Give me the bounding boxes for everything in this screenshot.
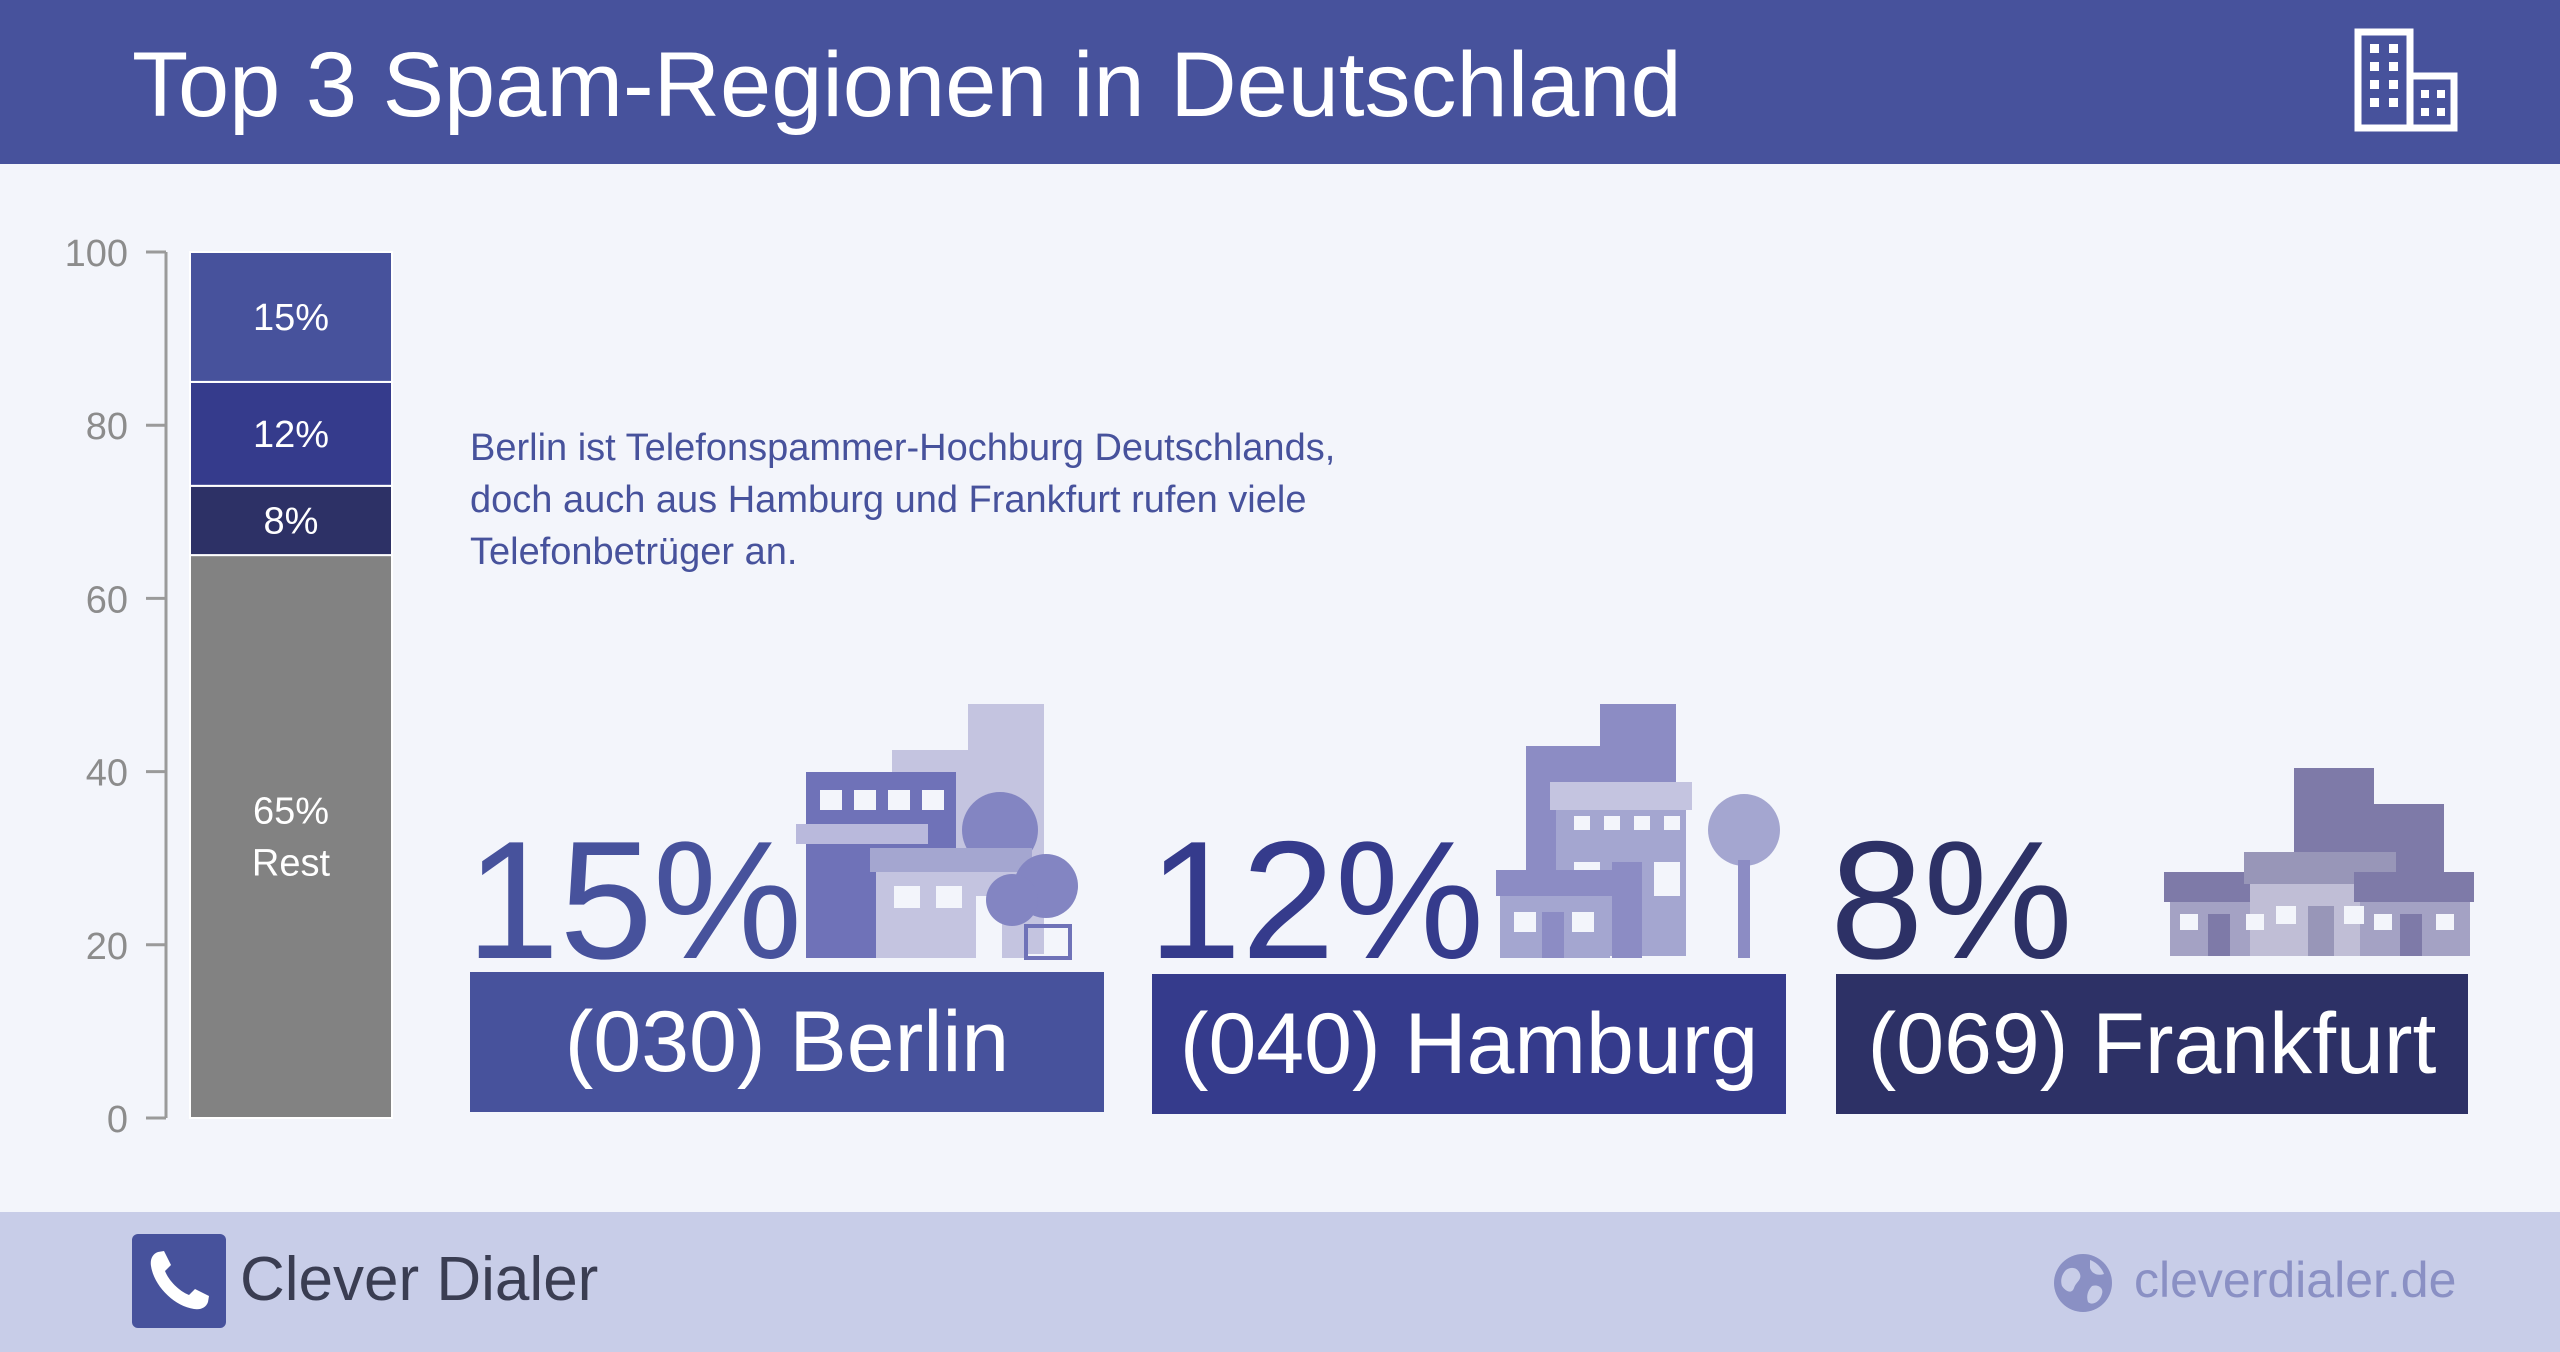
segment-label-2: 12%: [253, 414, 329, 456]
footer-bar: [0, 1212, 2560, 1352]
segment-label-3: 15%: [253, 297, 329, 339]
website-link[interactable]: cleverdialer.de: [2134, 1252, 2457, 1308]
berlin-buildings-illustration: [796, 704, 1078, 960]
berlin-label-box: (030) Berlin: [470, 972, 1104, 1112]
hamburg-buildings-illustration: [1496, 704, 1780, 958]
y-tick-label-4: 80: [86, 406, 128, 448]
hamburg-label-box: (040) Hamburg: [1152, 974, 1786, 1114]
y-tick-label-0: 0: [107, 1099, 128, 1141]
y-tick-label-3: 60: [86, 579, 128, 621]
bar-segment-3: [189, 251, 393, 383]
segment-label-0: 65%: [253, 791, 329, 833]
y-tick-label-2: 40: [86, 753, 128, 795]
berlin-percent: 15%: [466, 806, 803, 994]
stacked-bar-chart: 0 20 40 60 80 100 65% Rest 8% 12% 15%: [65, 233, 393, 1141]
frankfurt-percent: 8%: [1830, 806, 2073, 994]
y-tick-label-5: 100: [65, 233, 128, 275]
segment-label-1: 8%: [264, 500, 319, 542]
hamburg-percent: 12%: [1148, 806, 1485, 994]
description-text: Berlin ist Telefonspammer-Hochburg Deuts…: [470, 427, 1336, 573]
building-icon: [2354, 28, 2458, 132]
phone-icon: [132, 1234, 226, 1328]
brand-name: Clever Dialer: [240, 1245, 599, 1314]
page-title: Top 3 Spam-Regionen in Deutschland: [132, 34, 1682, 136]
bar-segment-2: [189, 380, 393, 487]
header-bar: [0, 0, 2560, 164]
segment-sublabel-0: Rest: [252, 843, 331, 885]
globe-icon: [2054, 1254, 2112, 1312]
bar-segment-0: [189, 554, 393, 1120]
frankfurt-label-box: (069) Frankfurt: [1836, 974, 2468, 1114]
y-tick-label-1: 20: [86, 926, 128, 968]
frankfurt-buildings-illustration: [2164, 768, 2474, 956]
